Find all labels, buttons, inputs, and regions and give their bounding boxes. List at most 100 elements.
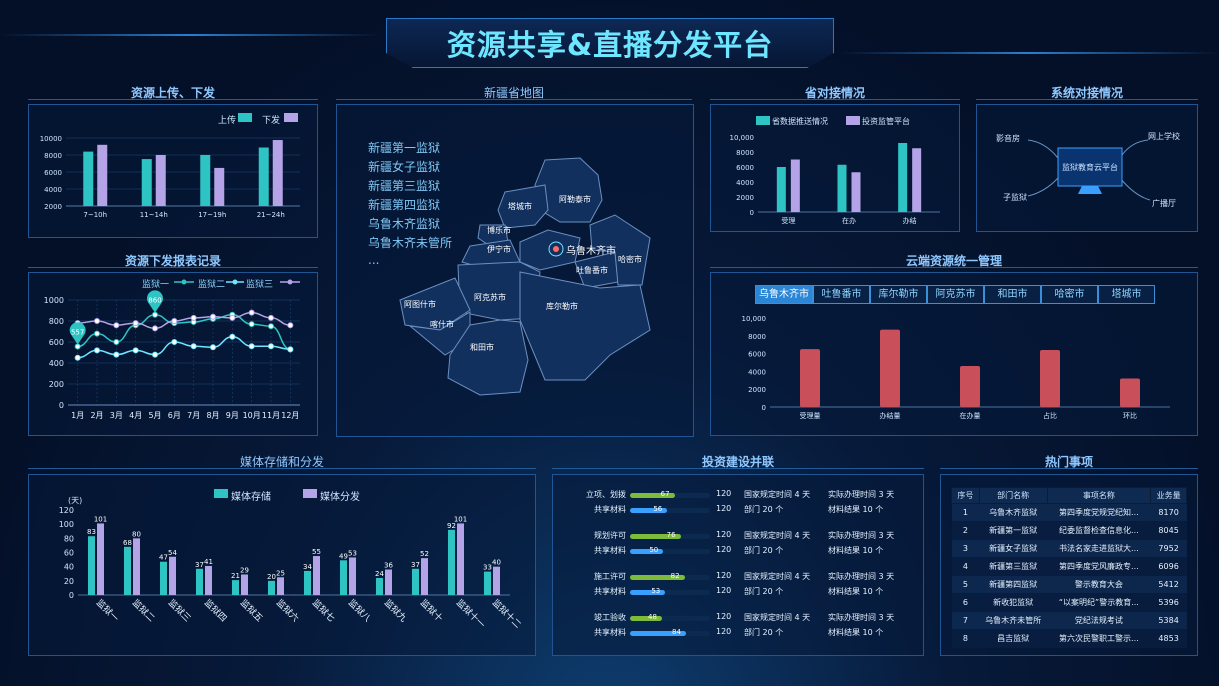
city-label-urumqi: 乌鲁木齐市 xyxy=(566,246,616,257)
x-tick-label: 办结量 xyxy=(880,411,901,420)
progress-fill xyxy=(630,590,666,595)
platform-center[interactable]: 监狱教育云平台 xyxy=(1062,163,1118,172)
x-tick-label: 8月 xyxy=(206,411,219,420)
province-panel-title: 省对接情况 xyxy=(804,86,865,100)
table-cell: 新疆女子监狱 xyxy=(979,539,1048,558)
invest-stage: 规划许可 xyxy=(594,531,626,540)
city-label: 吐鲁番市 xyxy=(576,266,608,275)
legend-distrib-label: 媒体分发 xyxy=(320,492,360,503)
y-tick-label: 60 xyxy=(64,549,74,558)
table-row[interactable]: 4 新疆第三监狱 第四季度党风廉政专... 6096 xyxy=(951,557,1187,576)
table-cell: 7 xyxy=(951,611,980,630)
x-tick-label: 5月 xyxy=(148,411,161,420)
rule-time: 国家规定时间 4 天 xyxy=(744,531,811,540)
bar xyxy=(800,349,820,407)
map-list-item[interactable]: 新疆第四监狱 xyxy=(368,198,441,212)
table-row[interactable]: 8 昌吉监狱 第六次民警职工警示... 4853 xyxy=(951,629,1187,648)
table-cell: 4853 xyxy=(1150,629,1187,648)
annotation-pin xyxy=(146,290,163,313)
bar xyxy=(448,529,455,595)
invest-sub: 共享材料 xyxy=(594,587,626,596)
x-tick-label: 在办量 xyxy=(960,411,981,420)
table-row[interactable]: 5 新疆第四监狱 警示教育大会 5412 xyxy=(951,575,1187,594)
map-list-item[interactable]: 乌鲁木齐监狱 xyxy=(368,217,441,231)
data-point xyxy=(152,311,158,318)
tab-hami[interactable]: 哈密市 xyxy=(1041,285,1098,304)
tab-aksu[interactable]: 阿克苏市 xyxy=(927,285,984,304)
map-list-item[interactable]: 新疆女子监狱 xyxy=(368,160,441,174)
x-tick-label: 11~14h xyxy=(140,211,168,219)
cloud-title-line xyxy=(710,267,1198,268)
map-list-item[interactable]: 新疆第一监狱 xyxy=(368,141,441,155)
map-list-item[interactable]: 新疆第三监狱 xyxy=(368,179,441,193)
progress-max: 120 xyxy=(716,489,732,498)
y-tick-label: 100 xyxy=(59,520,74,529)
table-cell: 昌吉监狱 xyxy=(979,629,1048,648)
system-panel-title: 系统对接情况 xyxy=(1050,86,1123,100)
y-tick-label: 2000 xyxy=(736,194,754,202)
data-point xyxy=(287,346,294,353)
y-tick-label: 10,000 xyxy=(742,315,767,323)
table-row[interactable]: 3 新疆女子监狱 书法名家走进监狱大... 7952 xyxy=(951,539,1187,558)
x-tick-label: 17~19h xyxy=(198,211,226,219)
bar xyxy=(484,571,491,595)
data-point xyxy=(171,318,178,324)
invest-panel xyxy=(552,474,924,656)
system-node[interactable]: 广播厅 xyxy=(1152,199,1176,208)
legend-distrib-swatch xyxy=(303,489,317,498)
bar xyxy=(205,565,212,595)
tab-hotan[interactable]: 和田市 xyxy=(984,285,1041,304)
hot-header: 部门名称 xyxy=(978,487,1048,504)
tab-tacheng[interactable]: 塔城市 xyxy=(1098,285,1155,304)
tab-urumqi[interactable]: 乌鲁木齐市 xyxy=(755,285,813,304)
legend-jy1: 监狱一 xyxy=(142,280,170,290)
actual-time: 实际办理时间 3 天 xyxy=(828,613,895,622)
table-row[interactable]: 6 新收犯监狱 “以案明纪”警示教育... 5396 xyxy=(951,593,1187,612)
tab-turpan[interactable]: 吐鲁番市 xyxy=(813,285,870,304)
system-node[interactable]: 子监狱 xyxy=(1003,193,1027,202)
legend-push-swatch xyxy=(756,116,770,125)
system-node[interactable]: 网上学校 xyxy=(1148,132,1180,141)
data-point xyxy=(74,343,81,350)
progress-fill xyxy=(630,493,675,498)
data-point xyxy=(152,325,158,332)
invest-title-line xyxy=(552,468,924,469)
annotation-label: 557 xyxy=(71,329,84,337)
data-point xyxy=(74,354,81,361)
map-list-item[interactable]: 乌鲁木齐未管所 xyxy=(368,236,453,250)
table-row[interactable]: 2 新疆第一监狱 纪委监督检查信息化... 8045 xyxy=(951,521,1187,540)
data-point xyxy=(210,313,216,320)
table-cell: 6096 xyxy=(1150,557,1187,576)
tab-korla[interactable]: 库尔勒市 xyxy=(870,285,927,304)
dept-count: 部门 20 个 xyxy=(744,628,784,637)
xinjiang-map[interactable] xyxy=(0,0,651,396)
bar xyxy=(97,523,104,595)
progress-value: 48 xyxy=(648,613,657,621)
invest-sub: 共享材料 xyxy=(594,505,626,514)
x-tick-label: 12月 xyxy=(281,411,299,420)
hot-header: 事项名称 xyxy=(1046,487,1152,504)
report-title-line xyxy=(28,267,318,268)
progress-value: 50 xyxy=(649,546,659,554)
city-label: 喀什市 xyxy=(430,320,454,329)
table-row[interactable]: 1 乌鲁木齐监狱 第四季度党规党纪知... 8170 xyxy=(951,503,1187,522)
data-point xyxy=(132,320,139,327)
table-cell: 1 xyxy=(951,503,980,522)
data-label: 52 xyxy=(420,550,429,558)
table-cell: 8045 xyxy=(1150,521,1187,540)
table-cell: 新疆第一监狱 xyxy=(979,521,1048,540)
data-point xyxy=(287,322,294,329)
table-cell: 7952 xyxy=(1150,539,1187,558)
result-count: 材料结果 10 个 xyxy=(828,546,884,555)
data-point xyxy=(248,343,255,350)
bar xyxy=(141,159,152,206)
system-node[interactable]: 影音房 xyxy=(996,134,1020,143)
table-cell: 5 xyxy=(951,575,980,594)
data-label: 54 xyxy=(168,549,177,557)
table-row[interactable]: 7 乌鲁木齐未管所 党纪法规考试 5384 xyxy=(951,611,1187,630)
progress-track xyxy=(630,549,710,554)
data-label: 80 xyxy=(132,530,141,538)
data-label: 34 xyxy=(303,563,312,571)
progress-max: 120 xyxy=(716,586,732,595)
data-label: 29 xyxy=(240,566,249,574)
